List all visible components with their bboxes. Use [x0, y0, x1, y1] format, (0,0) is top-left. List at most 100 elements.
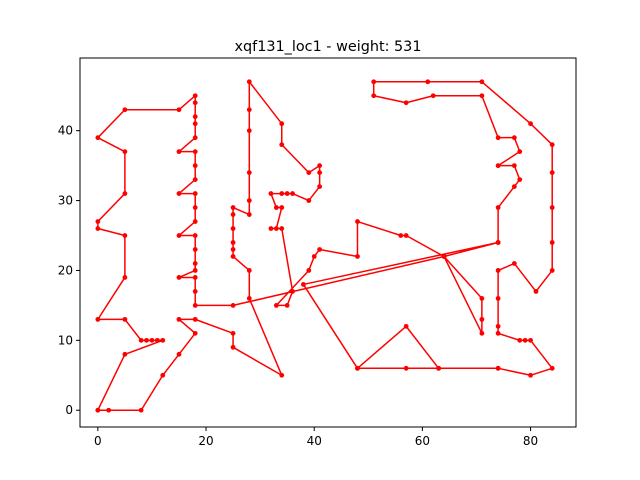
data-point	[549, 268, 555, 273]
data-point	[95, 135, 101, 141]
data-point	[549, 205, 555, 210]
data-point	[246, 79, 252, 85]
data-point	[192, 330, 198, 336]
data-point	[430, 93, 436, 99]
data-point	[268, 226, 274, 231]
plot-area	[95, 79, 555, 413]
data-point	[138, 337, 144, 343]
tour-line	[97, 81, 553, 411]
data-point	[154, 337, 160, 343]
data-point	[192, 303, 198, 308]
data-point	[317, 163, 323, 169]
data-point	[284, 303, 290, 308]
data-point	[192, 149, 198, 155]
data-point	[122, 233, 128, 238]
y-tick-label: 40	[58, 124, 73, 138]
chart-title: xqf131_loc1 - weight: 531	[234, 39, 421, 55]
data-point	[273, 205, 279, 210]
y-tick-label: 30	[58, 194, 73, 208]
data-point	[95, 219, 101, 224]
data-point	[403, 323, 409, 329]
data-point	[528, 121, 533, 127]
data-point	[230, 303, 236, 308]
data-point	[479, 330, 485, 336]
data-point	[549, 365, 555, 371]
data-point	[192, 316, 198, 322]
data-point	[284, 191, 290, 196]
data-point	[479, 316, 485, 322]
data-point	[495, 135, 501, 141]
data-point	[122, 275, 128, 280]
data-point	[279, 226, 285, 231]
data-point	[122, 107, 128, 113]
data-point	[268, 191, 274, 196]
data-point	[192, 268, 198, 273]
data-point	[549, 170, 555, 176]
data-point	[495, 365, 501, 371]
data-point	[95, 316, 101, 322]
data-point	[176, 275, 182, 280]
data-point	[495, 240, 501, 245]
data-point	[290, 289, 295, 294]
y-tick-label: 20	[58, 263, 73, 277]
data-point	[230, 205, 236, 210]
x-tick-label: 60	[415, 434, 430, 448]
data-point	[192, 261, 198, 266]
data-point	[273, 226, 279, 231]
data-point	[495, 296, 501, 301]
data-point	[511, 163, 517, 169]
data-point	[122, 351, 128, 357]
data-point	[317, 184, 323, 189]
data-point	[279, 191, 285, 196]
data-point	[95, 407, 101, 413]
data-point	[371, 79, 377, 85]
data-point	[192, 163, 198, 169]
data-point	[355, 219, 360, 224]
data-point	[495, 163, 501, 169]
data-point	[528, 372, 533, 378]
data-point	[176, 149, 182, 155]
x-tick-label: 0	[94, 434, 102, 448]
plot-frame	[79, 57, 577, 428]
y-tick-label: 0	[65, 403, 73, 417]
data-point	[306, 268, 312, 273]
data-point	[290, 191, 295, 196]
data-point	[230, 254, 236, 259]
data-point	[317, 170, 323, 176]
data-point	[230, 212, 236, 217]
data-point	[522, 337, 528, 343]
data-point	[479, 93, 485, 99]
data-point	[176, 316, 182, 322]
data-point	[517, 337, 523, 343]
data-point	[495, 205, 501, 210]
data-point	[160, 372, 166, 378]
data-point	[279, 205, 285, 210]
data-point	[517, 177, 523, 183]
data-point	[517, 149, 523, 155]
data-point	[246, 198, 252, 203]
data-point	[355, 365, 360, 371]
data-point	[533, 289, 539, 294]
data-point	[192, 177, 198, 183]
data-point	[355, 254, 360, 259]
data-point	[549, 240, 555, 245]
data-point	[528, 337, 533, 343]
data-point	[479, 79, 485, 85]
data-point	[246, 107, 252, 113]
data-point	[138, 407, 144, 413]
data-point	[495, 268, 501, 273]
data-point	[176, 351, 182, 357]
data-point	[230, 240, 236, 245]
data-point	[279, 372, 285, 378]
data-point	[192, 219, 198, 224]
data-point	[279, 142, 285, 148]
data-point	[122, 191, 128, 196]
data-point	[144, 337, 149, 343]
data-point	[511, 135, 517, 141]
data-point	[230, 330, 236, 336]
data-point	[306, 170, 312, 176]
data-point	[495, 323, 501, 329]
data-point	[192, 191, 198, 196]
data-point	[246, 296, 252, 301]
